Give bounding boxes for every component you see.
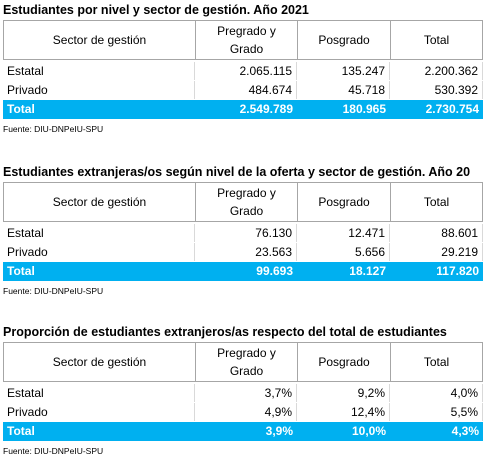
total-cell: 2.549.789 bbox=[195, 100, 297, 119]
source-note: Fuente: DIU-DNPeIU-SPU bbox=[3, 446, 104, 456]
total-cell: Total bbox=[3, 422, 195, 441]
header-cell: Posgrado bbox=[297, 342, 391, 382]
data-cell: 2.065.115 bbox=[195, 62, 297, 80]
data-cell: 3,7% bbox=[195, 384, 297, 402]
data-cell: 76.130 bbox=[195, 224, 297, 242]
total-cell: Total bbox=[3, 100, 195, 119]
header-cell: Sector de gestión bbox=[3, 182, 196, 222]
data-cell: 5,5% bbox=[390, 403, 483, 421]
source-note: Fuente: DIU-DNPeIU-SPU bbox=[3, 286, 104, 296]
data-cell: 23.563 bbox=[195, 243, 297, 261]
header-cell: Posgrado bbox=[297, 182, 391, 222]
data-cell: 484.674 bbox=[195, 81, 297, 99]
header-cell: Total bbox=[390, 182, 483, 222]
table-title: Estudiantes por nivel y sector de gestió… bbox=[3, 3, 309, 17]
header-cell: Pregrado y Grado bbox=[195, 342, 298, 382]
data-cell: 530.392 bbox=[390, 81, 483, 99]
data-cell: 4,9% bbox=[195, 403, 297, 421]
data-cell: 88.601 bbox=[390, 224, 483, 242]
data-cell: Privado bbox=[3, 243, 195, 261]
data-cell: 135.247 bbox=[297, 62, 390, 80]
data-cell: 9,2% bbox=[297, 384, 390, 402]
source-note: Fuente: DIU-DNPeIU-SPU bbox=[3, 124, 104, 134]
total-cell: 3,9% bbox=[195, 422, 297, 441]
total-cell: 99.693 bbox=[195, 262, 297, 281]
header-cell: Sector de gestión bbox=[3, 20, 196, 60]
total-cell: 18.127 bbox=[297, 262, 390, 281]
data-cell: 12.471 bbox=[297, 224, 390, 242]
total-cell: Total bbox=[3, 262, 195, 281]
total-cell: 2.730.754 bbox=[390, 100, 483, 119]
table-title: Proporción de estudiantes extranjeros/as… bbox=[3, 325, 447, 339]
data-cell: Estatal bbox=[3, 224, 195, 242]
header-cell: Pregrado y Grado bbox=[195, 20, 298, 60]
header-cell: Posgrado bbox=[297, 20, 391, 60]
header-cell: Total bbox=[390, 20, 483, 60]
total-cell: 117.820 bbox=[390, 262, 483, 281]
data-cell: 5.656 bbox=[297, 243, 390, 261]
data-cell: Estatal bbox=[3, 62, 195, 80]
total-cell: 4,3% bbox=[390, 422, 483, 441]
data-cell: 12,4% bbox=[297, 403, 390, 421]
total-cell: 180.965 bbox=[297, 100, 390, 119]
data-cell: Estatal bbox=[3, 384, 195, 402]
header-cell: Total bbox=[390, 342, 483, 382]
header-cell: Pregrado y Grado bbox=[195, 182, 298, 222]
total-cell: 10,0% bbox=[297, 422, 390, 441]
data-cell: 29.219 bbox=[390, 243, 483, 261]
data-cell: 4,0% bbox=[390, 384, 483, 402]
data-cell: Privado bbox=[3, 81, 195, 99]
table-title: Estudiantes extranjeras/os según nivel d… bbox=[3, 165, 471, 179]
data-cell: Privado bbox=[3, 403, 195, 421]
header-cell: Sector de gestión bbox=[3, 342, 196, 382]
data-cell: 2.200.362 bbox=[390, 62, 483, 80]
data-cell: 45.718 bbox=[297, 81, 390, 99]
